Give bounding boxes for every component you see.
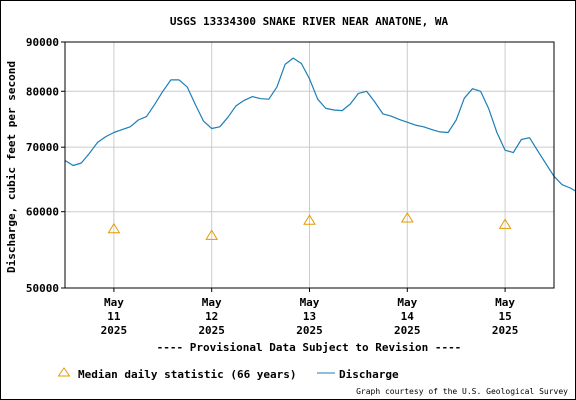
median-triangle-point xyxy=(498,218,512,229)
legend: Median daily statistic (66 years) Discha… xyxy=(57,367,399,381)
provisional-note: ---- Provisional Data Subject to Revisio… xyxy=(157,341,462,354)
y-axis-ticks: 50000 60000 70000 80000 90000 xyxy=(26,36,65,295)
y-tick-label: 50000 xyxy=(26,282,59,295)
x-tick-label: 2025 xyxy=(296,324,323,337)
x-tick-label: 11 xyxy=(107,310,121,323)
x-tick-label: 2025 xyxy=(198,324,225,337)
x-tick-label: May xyxy=(104,296,124,309)
x-tick-label: 15 xyxy=(498,310,511,323)
grid-lines xyxy=(65,42,554,288)
median-triangle-point xyxy=(107,222,121,234)
x-tick-label: 12 xyxy=(205,310,218,323)
discharge-series xyxy=(64,57,575,192)
credit-text: Graph courtesy of the U.S. Geological Su… xyxy=(356,387,568,396)
median-triangle-point xyxy=(205,229,219,240)
median-triangle-point xyxy=(303,214,316,225)
median-markers xyxy=(107,212,512,240)
chart-title: USGS 13334300 SNAKE RIVER NEAR ANATONE, … xyxy=(170,15,449,28)
legend-discharge-label: Discharge xyxy=(339,368,399,381)
median-triangle-point xyxy=(400,212,414,223)
x-tick-label: May xyxy=(300,296,320,309)
x-tick-label: 2025 xyxy=(394,324,421,337)
plot-area xyxy=(64,41,555,289)
discharge-line xyxy=(64,57,575,192)
x-tick-label: 2025 xyxy=(492,324,519,337)
y-axis-label: Discharge, cubic feet per second xyxy=(5,61,18,273)
x-tick-label: 13 xyxy=(303,310,316,323)
x-axis-ticks: May112025May122025May132025May142025May1… xyxy=(101,288,519,337)
y-tick-label: 90000 xyxy=(26,36,59,49)
x-tick-label: 2025 xyxy=(101,324,128,337)
x-tick-label: May xyxy=(495,296,515,309)
x-tick-label: May xyxy=(397,296,417,309)
y-tick-label: 80000 xyxy=(26,85,59,98)
x-tick-label: May xyxy=(202,296,222,309)
x-tick-label: 14 xyxy=(401,310,415,323)
legend-median-label: Median daily statistic (66 years) xyxy=(78,368,297,381)
y-tick-label: 70000 xyxy=(26,141,59,154)
legend-triangle-icon xyxy=(57,367,71,377)
y-tick-label: 60000 xyxy=(26,206,59,219)
